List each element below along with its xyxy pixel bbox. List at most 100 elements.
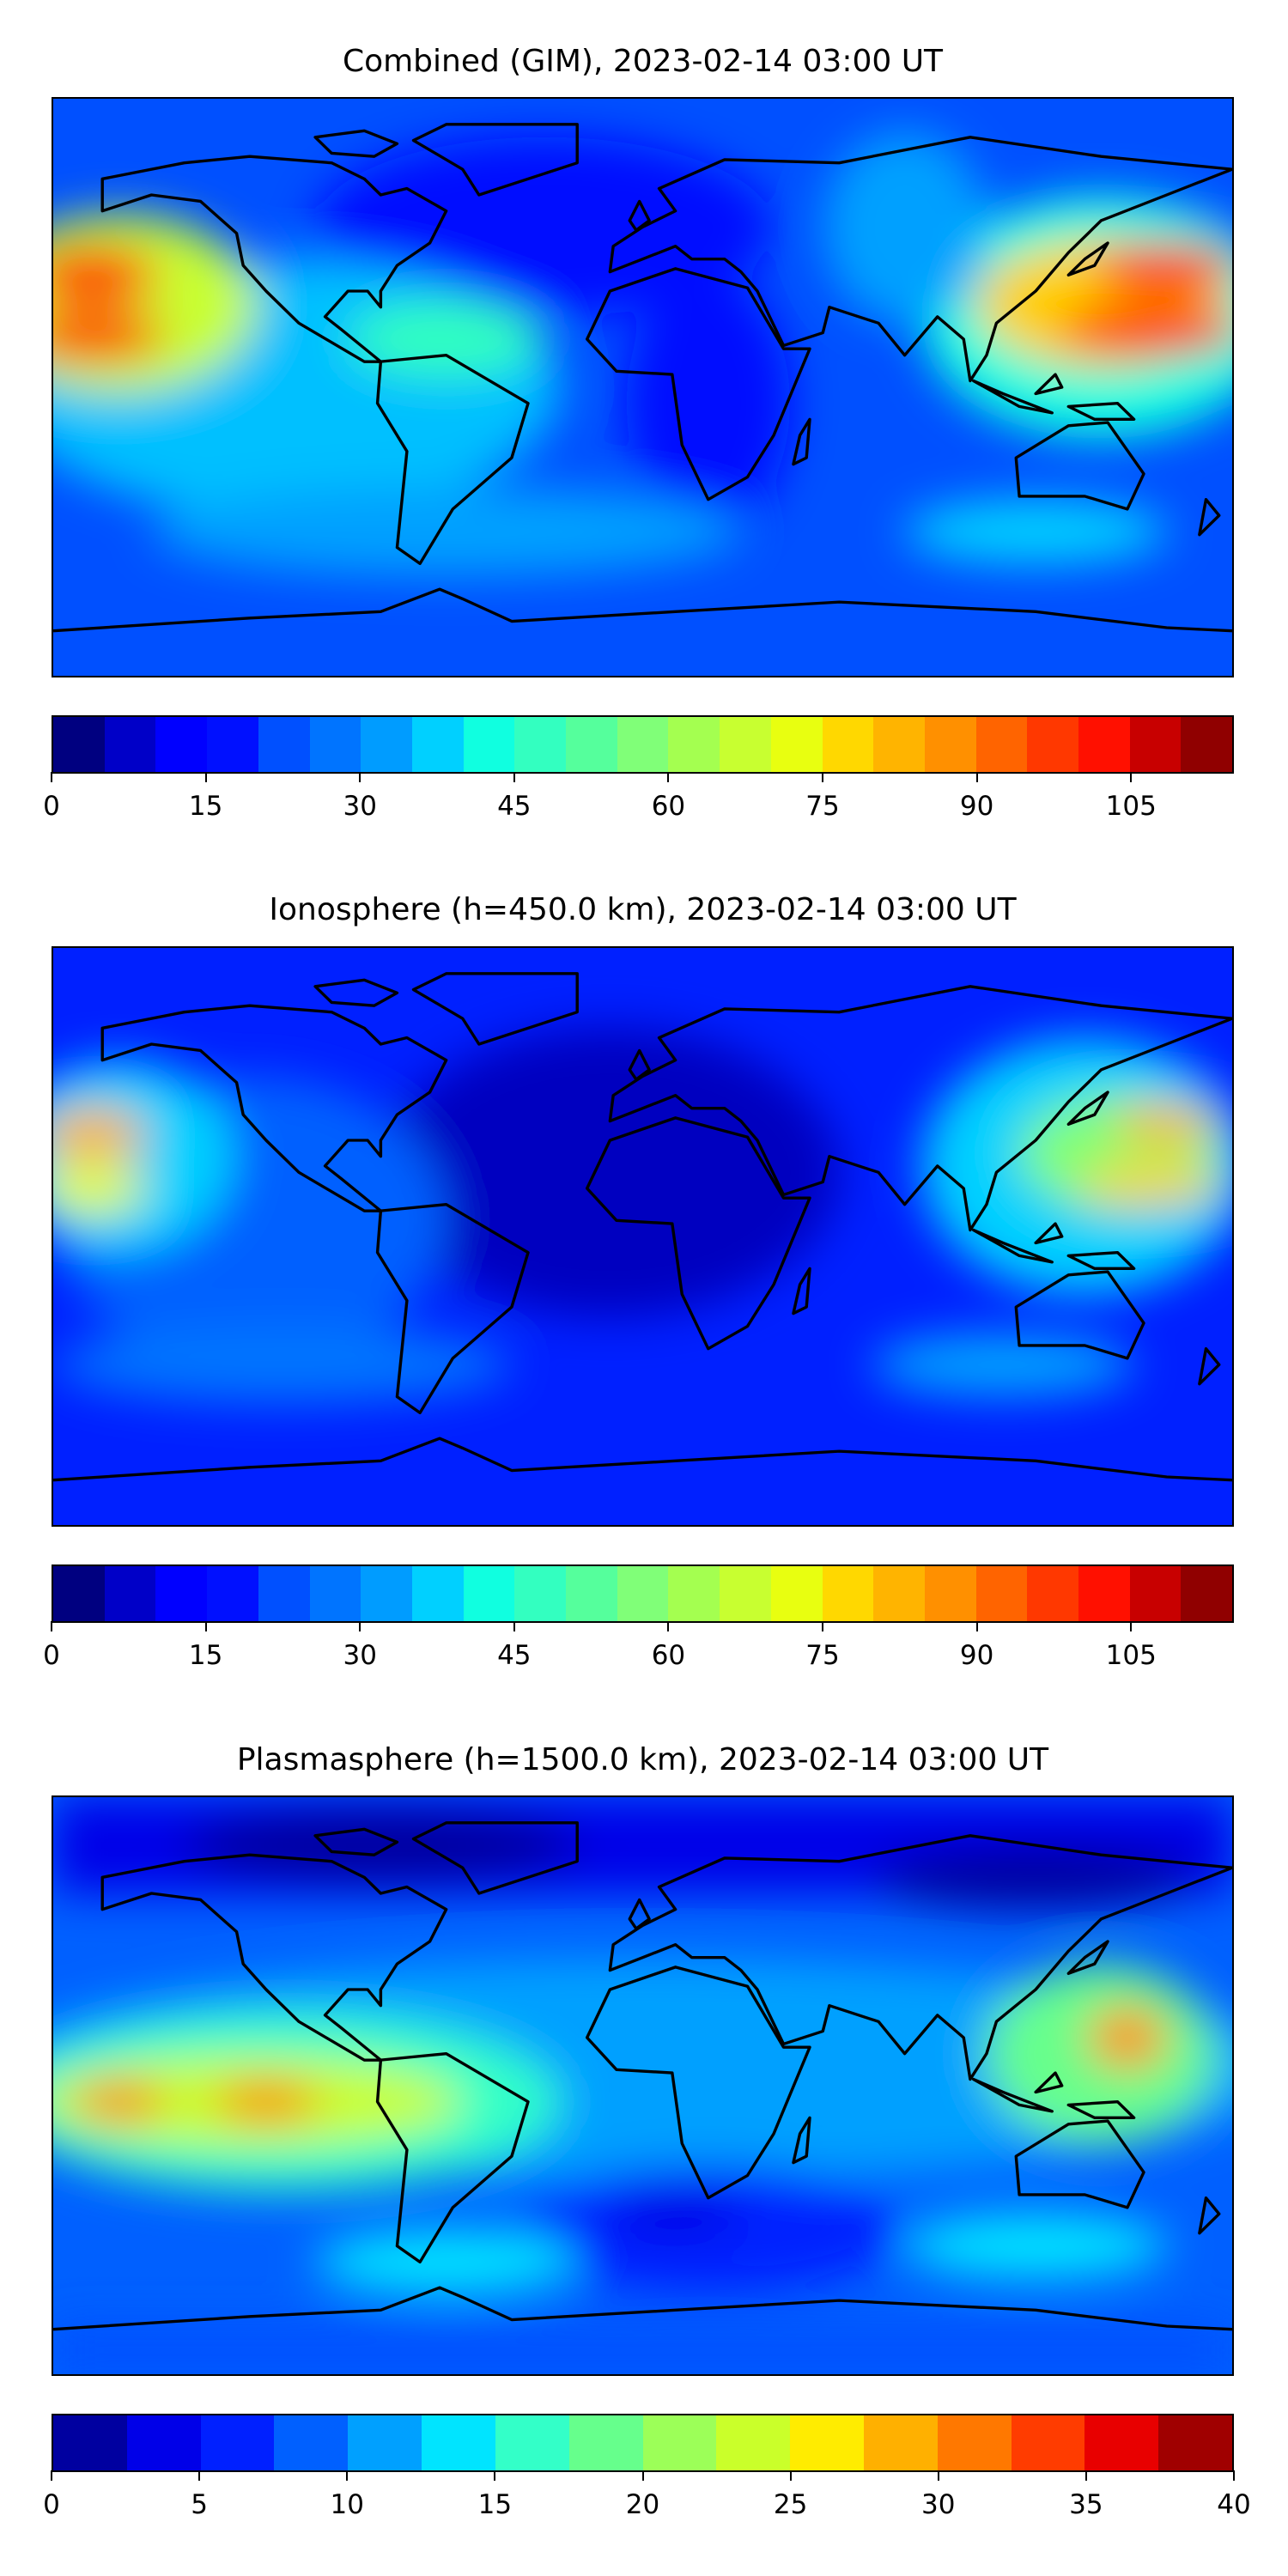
colorbar-segment <box>790 2415 864 2470</box>
colorbar-segment <box>155 717 208 772</box>
colorbar-segment <box>975 1566 1028 1621</box>
colorbar-tick-label: 30 <box>921 2489 956 2520</box>
panel-title-ionosphere: Ionosphere (h=450.0 km), 2023-02-14 03:0… <box>269 892 1017 927</box>
colorbar-tick-label: 105 <box>1105 791 1157 822</box>
colorbar-segment <box>411 1566 464 1621</box>
colorbar-segment <box>155 1566 208 1621</box>
colorbar-tick-mark <box>51 772 52 782</box>
colorbar-segment <box>924 1566 976 1621</box>
colorbar-tick-mark <box>494 2470 496 2481</box>
colorbar-tick-mark <box>359 772 361 782</box>
colorbar-segment <box>770 1566 823 1621</box>
colorbar-tick-label: 15 <box>477 2489 513 2520</box>
colorbar-tick-mark <box>513 1621 515 1631</box>
colorbar-tick-label: 45 <box>497 791 532 822</box>
colorbar-segment <box>566 1566 617 1621</box>
colorbar-segment <box>463 1566 515 1621</box>
colorbar-tick-mark <box>1084 2470 1087 2481</box>
colorbar-tick-mark <box>1233 2470 1235 2481</box>
colorbar-segment <box>1129 717 1182 772</box>
colorbar-ticks-combined: 0 15 30 45 60 75 90 105 <box>43 772 1234 823</box>
colorbar-segment <box>1078 1566 1130 1621</box>
colorbar-segment <box>1084 2415 1159 2470</box>
map-plasmasphere <box>52 1795 1234 2376</box>
colorbar-tick-label: 25 <box>773 2489 808 2520</box>
colorbar-tick-mark <box>513 772 515 782</box>
colorbar-segment <box>53 2415 127 2470</box>
colorbar-segment <box>720 717 771 772</box>
colorbar-segment <box>514 1566 567 1621</box>
colorbar-segment <box>126 2415 201 2470</box>
colorbar-tick-label: 60 <box>651 791 686 822</box>
colorbar-tick-label: 105 <box>1105 1640 1157 1671</box>
colorbar-segment <box>1181 1566 1233 1621</box>
colorbar-segment <box>1027 1566 1079 1621</box>
colorbar-tick-mark <box>346 2470 349 2481</box>
colorbar-tick-mark <box>937 2470 939 2481</box>
colorbar-segment <box>258 717 310 772</box>
colorbar-segment <box>770 717 823 772</box>
colorbar-segment <box>207 1566 258 1621</box>
colorbar-tick-mark <box>51 2470 52 2481</box>
colorbar-tick-label: 15 <box>188 1640 223 1671</box>
colorbar-tick-label: 90 <box>959 791 994 822</box>
colorbar-segment <box>1027 717 1079 772</box>
colorbar-ticks-ionosphere: 0 15 30 45 60 75 90 105 <box>43 1621 1234 1673</box>
colorbar-segment <box>863 2415 938 2470</box>
colorbar-tick-label: 60 <box>651 1640 686 1671</box>
colorbar-segment <box>361 717 412 772</box>
colorbar-segment <box>1129 1566 1182 1621</box>
colorbar-tick-mark <box>1130 1621 1133 1631</box>
map-combined-gim <box>52 97 1234 677</box>
colorbar-segment <box>716 2415 791 2470</box>
colorbar-tick-label: 0 <box>43 791 60 822</box>
colorbar-tick-label: 75 <box>805 1640 840 1671</box>
colorbar-segment <box>924 717 976 772</box>
colorbar-segment <box>1158 2415 1232 2470</box>
colorbar-segment <box>53 1566 105 1621</box>
colorbar-tick-label: 90 <box>959 1640 994 1671</box>
colorbar-segment <box>668 1566 720 1621</box>
colorbar-segment <box>200 2415 275 2470</box>
colorbar-tick-mark <box>667 772 670 782</box>
colorbar-segment <box>873 1566 925 1621</box>
colorbar-tick-label: 15 <box>188 791 223 822</box>
colorbar-segment <box>873 717 925 772</box>
colorbar-segment <box>822 1566 874 1621</box>
colorbar-tick-label: 35 <box>1069 2489 1103 2520</box>
colorbar-segment <box>348 2415 422 2470</box>
colorbar-segment <box>104 717 156 772</box>
colorbar-segment <box>975 717 1028 772</box>
colorbar-tick-mark <box>975 772 978 782</box>
map-ionosphere <box>52 946 1234 1527</box>
colorbar-segment <box>463 717 515 772</box>
colorbar-tick-mark <box>975 1621 978 1631</box>
colorbar-segment <box>309 717 361 772</box>
colorbar-segment <box>207 717 258 772</box>
colorbar-tick-label: 75 <box>805 791 840 822</box>
colorbar-ticks-plasmasphere: 0 5 10 15 20 25 30 35 40 <box>43 2470 1251 2522</box>
colorbar-segment <box>617 1566 669 1621</box>
colorbar-tick-label: 30 <box>343 1640 377 1671</box>
colorbar-segment <box>668 717 720 772</box>
colorbar-plasmasphere <box>52 2414 1234 2472</box>
colorbar-tick-mark <box>198 2470 201 2481</box>
colorbar-tick-label: 30 <box>343 791 377 822</box>
colorbar-tick-mark <box>667 1621 670 1631</box>
colorbar-combined <box>52 715 1234 774</box>
colorbar-tick-mark <box>359 1621 361 1631</box>
colorbar-segment <box>720 1566 771 1621</box>
colorbar-segment <box>822 717 874 772</box>
colorbar-tick-mark <box>204 772 207 782</box>
colorbar-tick-label: 0 <box>43 1640 60 1671</box>
colorbar-segment <box>53 717 105 772</box>
colorbar-tick-mark <box>204 1621 207 1631</box>
colorbar-segment <box>104 1566 156 1621</box>
colorbar-segment <box>422 2415 495 2470</box>
colorbar-segment <box>274 2415 349 2470</box>
colorbar-tick-mark <box>789 2470 792 2481</box>
colorbar-segment <box>566 717 617 772</box>
colorbar-tick-mark <box>641 2470 644 2481</box>
colorbar-tick-label: 5 <box>191 2489 208 2520</box>
colorbar-tick-mark <box>1130 772 1133 782</box>
